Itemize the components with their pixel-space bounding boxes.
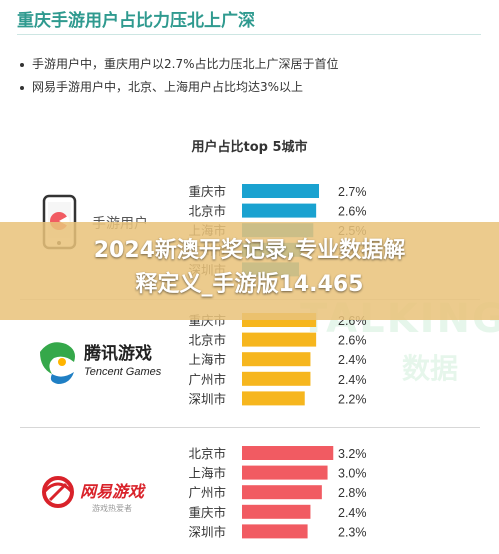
bullet-dot-icon	[20, 62, 24, 67]
bar	[242, 504, 311, 519]
netease-sub-text: 游戏热爱者	[92, 503, 132, 513]
banner-text: 2024新澳开奖记录,专业数据解 释定义_手游版14.465	[0, 234, 499, 302]
data-label: 2.6%	[338, 205, 367, 219]
bar	[242, 184, 319, 198]
watermark-text: 数据	[402, 352, 459, 385]
data-label: 3.2%	[338, 447, 367, 461]
data-label: 2.8%	[338, 486, 367, 500]
bar	[242, 371, 311, 386]
bar	[242, 203, 317, 218]
title-divider	[17, 34, 481, 35]
data-label: 2.6%	[338, 334, 367, 348]
category-label: 广州市	[188, 485, 226, 500]
data-label: 2.4%	[338, 373, 367, 387]
netease-games-logo	[42, 476, 74, 508]
category-label: 北京市	[188, 333, 226, 348]
bar	[242, 391, 305, 406]
data-label: 2.7%	[338, 185, 367, 199]
bar	[242, 352, 311, 367]
tencent-cn-text: 腾讯游戏	[84, 343, 152, 363]
bullet-text: 网易手游用户中，北京、上海用户占比均达3%以上	[32, 80, 304, 94]
section-divider	[20, 427, 480, 428]
page-title: 重庆手游用户占比力压北上广深	[17, 11, 255, 31]
category-label: 上海市	[188, 466, 226, 481]
bar	[242, 524, 308, 539]
bullet-item: 网易手游用户中，北京、上海用户占比均达3%以上	[20, 78, 303, 95]
banner-line-1: 2024新澳开奖记录,专业数据解	[93, 238, 406, 263]
tencent-en-text: Tencent Games	[84, 366, 162, 378]
category-label: 广州市	[188, 372, 226, 387]
bullet-item: 手游用户中，重庆用户以2.7%占比力压北上广深居于首位	[20, 55, 339, 72]
banner-line-2: 释定义_手游版14.465	[135, 272, 364, 297]
category-label: 上海市	[188, 352, 226, 367]
data-label: 2.4%	[338, 506, 367, 520]
bullet-dot-icon	[20, 85, 24, 90]
tencent-games-logo	[40, 342, 75, 384]
category-label: 重庆市	[188, 505, 226, 520]
bar	[242, 485, 322, 500]
bar	[242, 465, 328, 480]
category-label: 重庆市	[188, 184, 226, 199]
bullet-text: 手游用户中，重庆用户以2.7%占比力压北上广深居于首位	[32, 57, 339, 71]
data-label: 2.2%	[338, 392, 367, 406]
overlay-banner	[0, 222, 499, 320]
data-label: 3.0%	[338, 467, 367, 481]
bar	[242, 446, 334, 460]
data-label: 2.3%	[338, 525, 367, 539]
data-label: 2.4%	[338, 353, 367, 367]
category-label: 北京市	[188, 446, 226, 461]
netease-cn-text: 网易游戏	[80, 483, 146, 501]
chart-title: 用户占比top 5城市	[191, 140, 308, 155]
bar	[242, 332, 317, 347]
category-label: 深圳市	[188, 524, 226, 539]
category-label: 深圳市	[188, 391, 226, 406]
category-label: 北京市	[188, 204, 226, 219]
